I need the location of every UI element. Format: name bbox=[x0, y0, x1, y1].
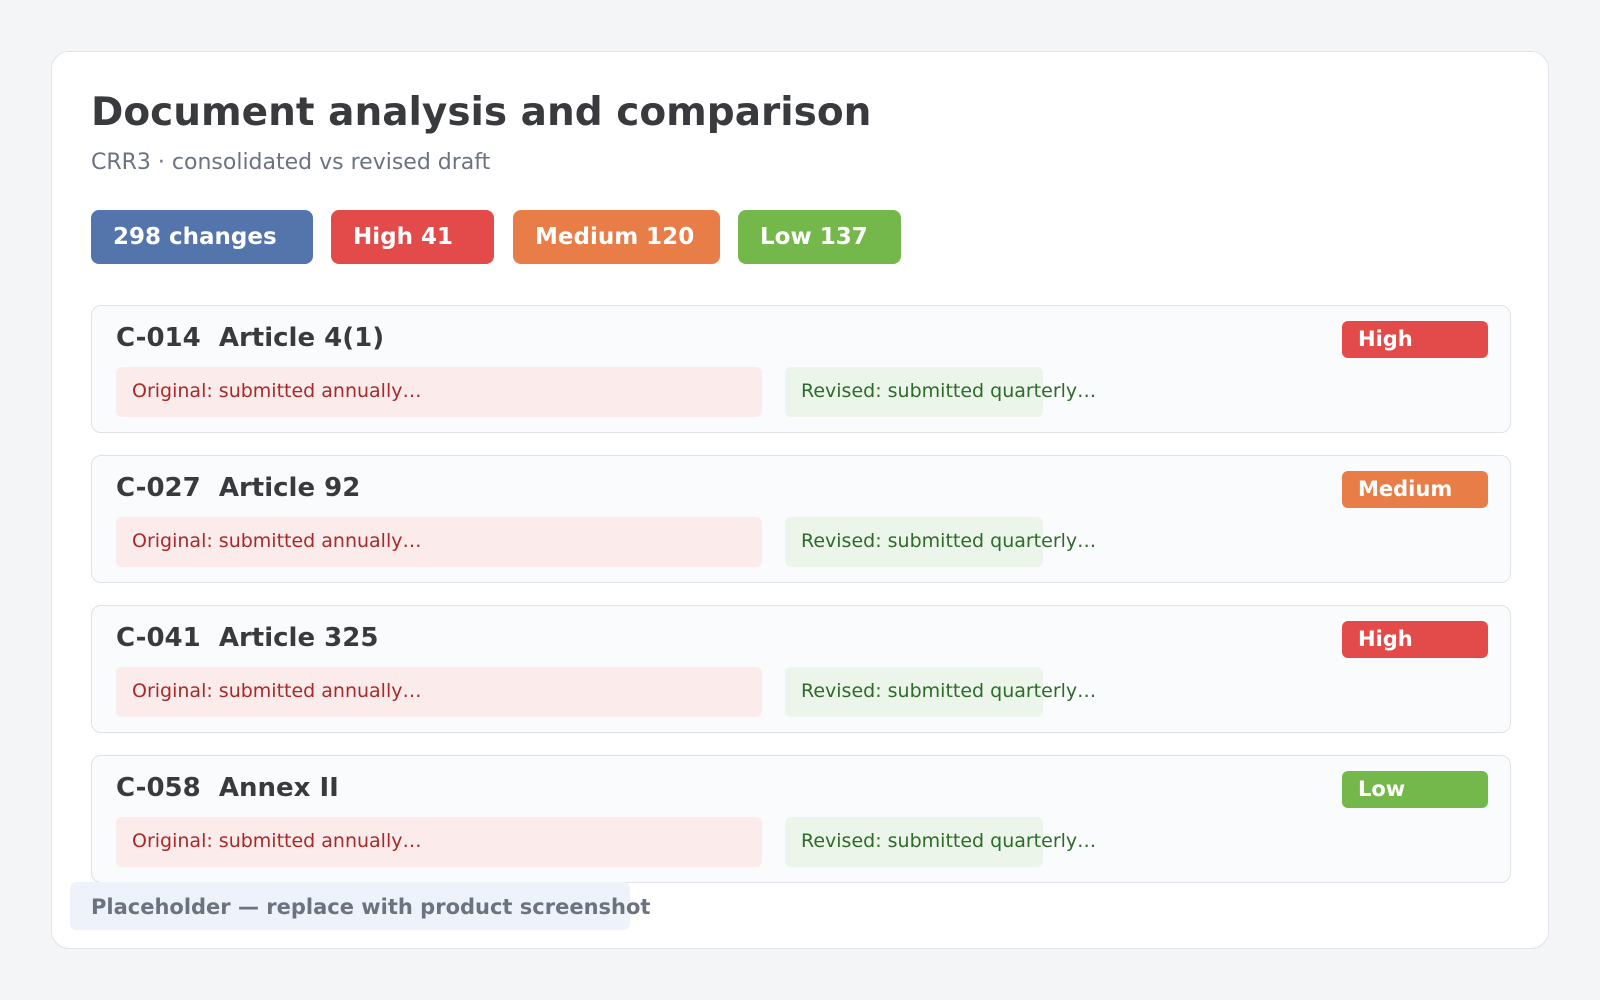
revised-text-box bbox=[785, 367, 1043, 417]
severity-badge: Medium bbox=[1342, 471, 1488, 508]
low-count-badge[interactable]: Low 137 bbox=[738, 210, 901, 264]
revised-text-box bbox=[785, 817, 1043, 867]
change-title: C-027 Article 92 bbox=[116, 472, 360, 504]
high-count-badge[interactable]: High 41 bbox=[331, 210, 494, 264]
severity-badge: High bbox=[1342, 621, 1488, 658]
placeholder-text: Placeholder — replace with product scree… bbox=[91, 895, 651, 919]
original-text: Original: submitted annually… bbox=[132, 380, 422, 402]
original-text: Original: submitted annually… bbox=[132, 830, 422, 852]
change-title: C-058 Annex II bbox=[116, 772, 339, 804]
placeholder-banner bbox=[70, 882, 630, 930]
change-row-c-027[interactable]: C-027 Article 92 Medium Original: submit… bbox=[91, 455, 1511, 583]
main-card: Document analysis and comparison CRR3 · … bbox=[51, 51, 1549, 949]
medium-count-badge[interactable]: Medium 120 bbox=[513, 210, 720, 264]
revised-text: Revised: submitted quarterly… bbox=[801, 530, 1097, 552]
change-id: C-058 bbox=[116, 773, 201, 803]
total-changes-badge[interactable]: 298 changes bbox=[91, 210, 313, 264]
change-id: C-027 bbox=[116, 473, 201, 503]
change-row-c-058[interactable]: C-058 Annex II Low Original: submitted a… bbox=[91, 755, 1511, 883]
original-text-box bbox=[116, 367, 762, 417]
page-title: Document analysis and comparison bbox=[91, 90, 872, 135]
change-location: Article 4(1) bbox=[218, 323, 385, 353]
change-row-c-041[interactable]: C-041 Article 325 High Original: submitt… bbox=[91, 605, 1511, 733]
revised-text-box bbox=[785, 517, 1043, 567]
change-id: C-041 bbox=[116, 623, 201, 653]
page-subtitle: CRR3 · consolidated vs revised draft bbox=[91, 150, 491, 175]
revised-text: Revised: submitted quarterly… bbox=[801, 680, 1097, 702]
change-row-c-014[interactable]: C-014 Article 4(1) High Original: submit… bbox=[91, 305, 1511, 433]
original-text: Original: submitted annually… bbox=[132, 530, 422, 552]
change-location: Article 92 bbox=[218, 473, 361, 503]
severity-badge: Low bbox=[1342, 771, 1488, 808]
revised-text: Revised: submitted quarterly… bbox=[801, 830, 1097, 852]
change-title: C-041 Article 325 bbox=[116, 622, 378, 654]
original-text-box bbox=[116, 667, 762, 717]
revised-text: Revised: submitted quarterly… bbox=[801, 380, 1097, 402]
original-text-box bbox=[116, 817, 762, 867]
change-id: C-014 bbox=[116, 323, 201, 353]
change-title: C-014 Article 4(1) bbox=[116, 322, 384, 354]
severity-badge: High bbox=[1342, 321, 1488, 358]
original-text: Original: submitted annually… bbox=[132, 680, 422, 702]
original-text-box bbox=[116, 517, 762, 567]
revised-text-box bbox=[785, 667, 1043, 717]
change-location: Annex II bbox=[218, 773, 339, 803]
change-location: Article 325 bbox=[218, 623, 379, 653]
